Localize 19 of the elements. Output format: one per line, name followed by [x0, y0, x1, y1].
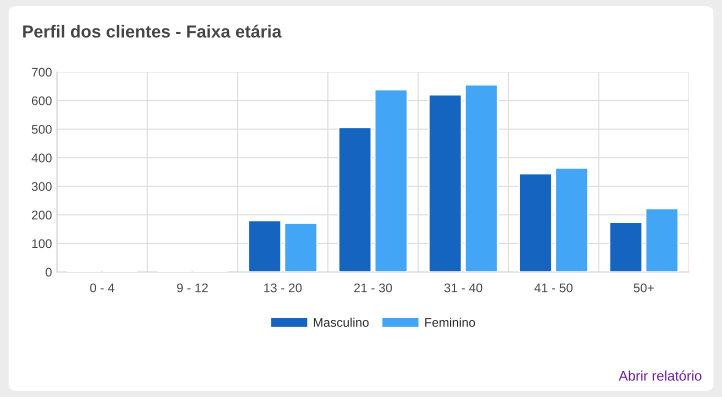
x-tick-label: 21 - 30 — [354, 283, 392, 292]
y-tick-label: 100 — [32, 239, 52, 248]
y-tick-label: 0 — [46, 268, 52, 277]
y-tick-label: 500 — [32, 124, 52, 134]
x-tick-label: 0 - 4 — [90, 283, 114, 292]
legend-label: Masculino — [314, 318, 369, 327]
x-tick-label: 31 - 40 — [444, 283, 482, 292]
chart-title: Perfil dos clientes - Faixa etária — [23, 24, 282, 38]
x-tick-label: 41 - 50 — [534, 283, 573, 292]
legend-label: Feminino — [425, 318, 476, 327]
text: Abrir relatório — [618, 370, 702, 381]
y-tick-label: 300 — [32, 182, 52, 191]
x-tick-label: 13 - 20 — [264, 283, 302, 292]
x-tick-label: 50+ — [634, 283, 654, 292]
y-tick-label: 400 — [32, 154, 52, 162]
y-tick-label: 600 — [32, 96, 52, 106]
y-tick-label: 700 — [32, 68, 52, 77]
y-tick-label: 200 — [32, 210, 52, 220]
x-tick-label: 9 - 12 — [177, 283, 208, 292]
